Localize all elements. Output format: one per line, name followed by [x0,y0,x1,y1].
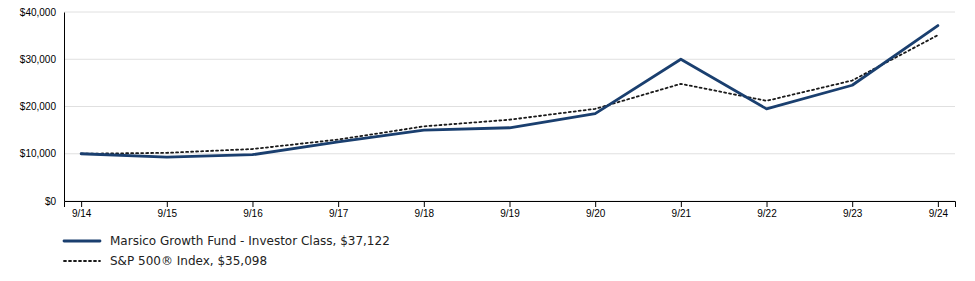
x-tick-label: 9/23 [843,208,863,219]
x-tick: 9/24 [929,201,949,219]
grid [64,12,955,201]
x-tick-mark [767,201,768,207]
legend-item: S&P 500® Index, $35,098 [64,254,267,268]
x-tick: 9/15 [158,201,178,219]
y-tick-label: $30,000 [20,54,57,65]
y-tick: $0 [45,196,64,207]
x-tick-mark [167,201,168,207]
y-axis-line [64,13,65,202]
y-tick: $40,000 [20,7,64,18]
x-tick-label: 9/19 [500,208,520,219]
legend-swatch [64,260,100,262]
x-tick: 9/19 [500,201,520,219]
x-tick: 9/21 [672,201,692,219]
x-tick-mark [424,201,425,207]
x-tick-label: 9/16 [243,208,263,219]
x-tick: 9/18 [415,201,435,219]
legend: Marsico Growth Fund - Investor Class, $3… [64,234,390,268]
x-tick: 9/20 [586,201,606,219]
y-tick-label: $40,000 [20,7,57,18]
y-tick: $10,000 [20,148,64,159]
x-tick: 9/16 [243,201,263,219]
legend-label: S&P 500® Index, $35,098 [110,254,267,268]
x-tick-label: 9/18 [415,208,435,219]
grid-line [64,12,955,13]
y-tick: $30,000 [20,54,64,65]
grid-line [64,106,955,107]
grid-line [64,59,955,60]
y-tick-label: $0 [45,196,57,207]
x-tick-mark [595,201,596,207]
x-tick-label: 9/20 [586,208,606,219]
y-tick-label: $20,000 [20,101,57,112]
x-tick: 9/14 [72,201,92,219]
x-axis: 9/14 9/15 9/16 9/17 9/18 9/19 9/20 9/21 9/22 9/23… [65,201,956,219]
lines [81,26,938,157]
x-tick-mark [252,201,253,207]
x-tick-mark [852,201,853,207]
series-line [81,26,938,157]
x-tick-label: 9/22 [757,208,777,219]
x-tick-label: 9/21 [672,208,692,219]
x-tick-mark [510,201,511,207]
legend-item: Marsico Growth Fund - Investor Class, $3… [64,234,390,248]
x-tick-label: 9/17 [329,208,349,219]
x-tick: 9/17 [329,201,349,219]
x-tick-label: 9/14 [72,208,92,219]
x-tick-label: 9/15 [158,208,178,219]
x-tick-mark [681,201,682,207]
grid-line [64,153,955,154]
series-line [81,35,938,154]
x-axis-line [65,202,956,208]
x-tick-mark [81,201,82,207]
legend-swatch [64,240,100,243]
plot: 9/14 9/15 9/16 9/17 9/18 9/19 9/20 9/21 9/22 9/23… [20,7,956,219]
chart: 9/14 9/15 9/16 9/17 9/18 9/19 9/20 9/21 9/22 9/23… [0,0,975,281]
x-tick: 9/23 [843,201,863,219]
x-tick-mark [938,201,939,207]
x-tick-label: 9/24 [929,208,949,219]
y-axis: $0 $10,000 $20,000 $30,000 $40,000 [20,7,65,207]
x-tick-mark [338,201,339,207]
legend-label: Marsico Growth Fund - Investor Class, $3… [110,234,390,248]
x-tick: 9/22 [757,201,777,219]
y-tick: $20,000 [20,101,64,112]
y-tick-label: $10,000 [20,148,57,159]
